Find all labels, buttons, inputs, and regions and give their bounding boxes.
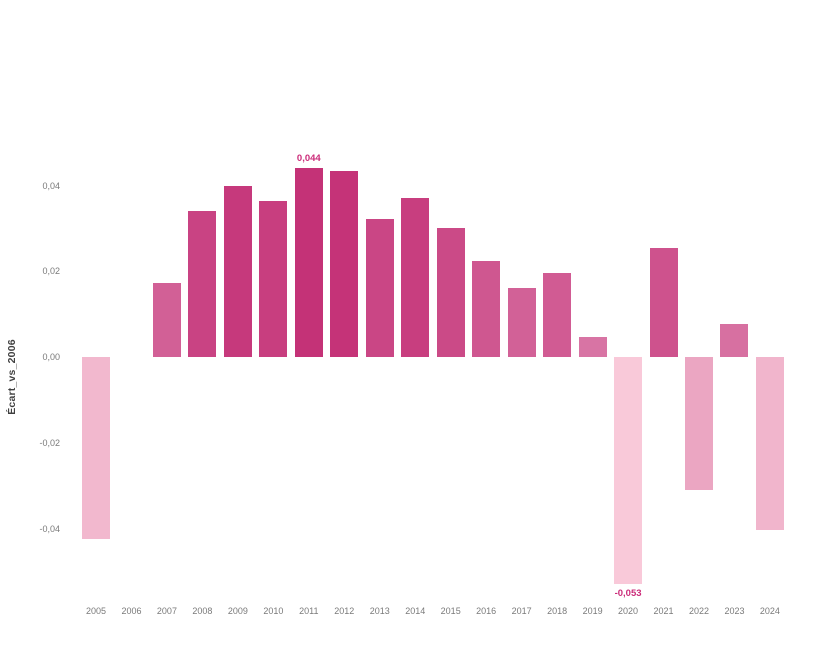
bar-2007[interactable] [152, 282, 181, 357]
x-axis-label-2016: 2016 [476, 606, 497, 616]
x-axis-label-2024: 2024 [759, 606, 780, 616]
x-axis-label-2022: 2022 [688, 606, 709, 616]
x-axis-label-2011: 2011 [299, 606, 319, 616]
x-axis-label-2023: 2023 [724, 606, 745, 616]
bar-2008[interactable] [188, 210, 217, 357]
y-tick-label--0,04: -0,04 [39, 523, 60, 534]
bar-2011[interactable] [294, 168, 323, 357]
bar-2020[interactable] [614, 357, 643, 585]
bar-2019[interactable] [578, 336, 607, 357]
bar-2017[interactable] [507, 287, 536, 357]
data-label-2020: -0,053 [614, 588, 642, 600]
x-axis-label-2018: 2018 [547, 606, 568, 616]
y-tick-label-0,02: 0,02 [42, 266, 60, 277]
bar-2021[interactable] [649, 247, 678, 357]
bar-2023[interactable] [720, 323, 749, 357]
x-axis-label-2012: 2012 [334, 606, 355, 616]
bar-2009[interactable] [223, 186, 252, 357]
bar-2005[interactable] [82, 357, 110, 540]
y-tick-label-0,04: 0,04 [42, 180, 60, 191]
bar-2016[interactable] [472, 260, 501, 357]
x-axis-label-2014: 2014 [405, 606, 426, 616]
bar-2014[interactable] [401, 198, 430, 357]
bar-2015[interactable] [436, 227, 465, 357]
x-axis-label-2017: 2017 [511, 606, 532, 616]
y-tick-label--0,02: -0,02 [39, 437, 60, 448]
bar-2013[interactable] [365, 219, 394, 357]
x-axis-label-2005: 2005 [85, 606, 107, 616]
x-axis-label-2015: 2015 [440, 606, 461, 616]
bar-2018[interactable] [543, 273, 572, 357]
data-label-2011: 0,044 [296, 153, 321, 165]
x-axis-label-2019: 2019 [582, 606, 603, 616]
bar-2010[interactable] [259, 200, 288, 357]
x-axis-label-2006: 2006 [121, 606, 142, 616]
y-axis-title: Écart_vs_2006 [6, 339, 18, 415]
bar-2012[interactable] [330, 171, 359, 357]
x-axis-label-2007: 2007 [156, 606, 177, 616]
x-axis-label-2009: 2009 [227, 606, 248, 616]
bar-2022[interactable] [684, 357, 713, 490]
bar-2024[interactable] [755, 357, 784, 530]
x-axis-label-2010: 2010 [263, 606, 284, 616]
x-axis-label-2020: 2020 [618, 606, 639, 616]
x-axis-label-2008: 2008 [192, 606, 213, 616]
x-axis-label-2021: 2021 [653, 606, 674, 616]
y-tick-label-0,00: 0,00 [42, 352, 60, 362]
x-axis-label-2013: 2013 [369, 606, 390, 616]
